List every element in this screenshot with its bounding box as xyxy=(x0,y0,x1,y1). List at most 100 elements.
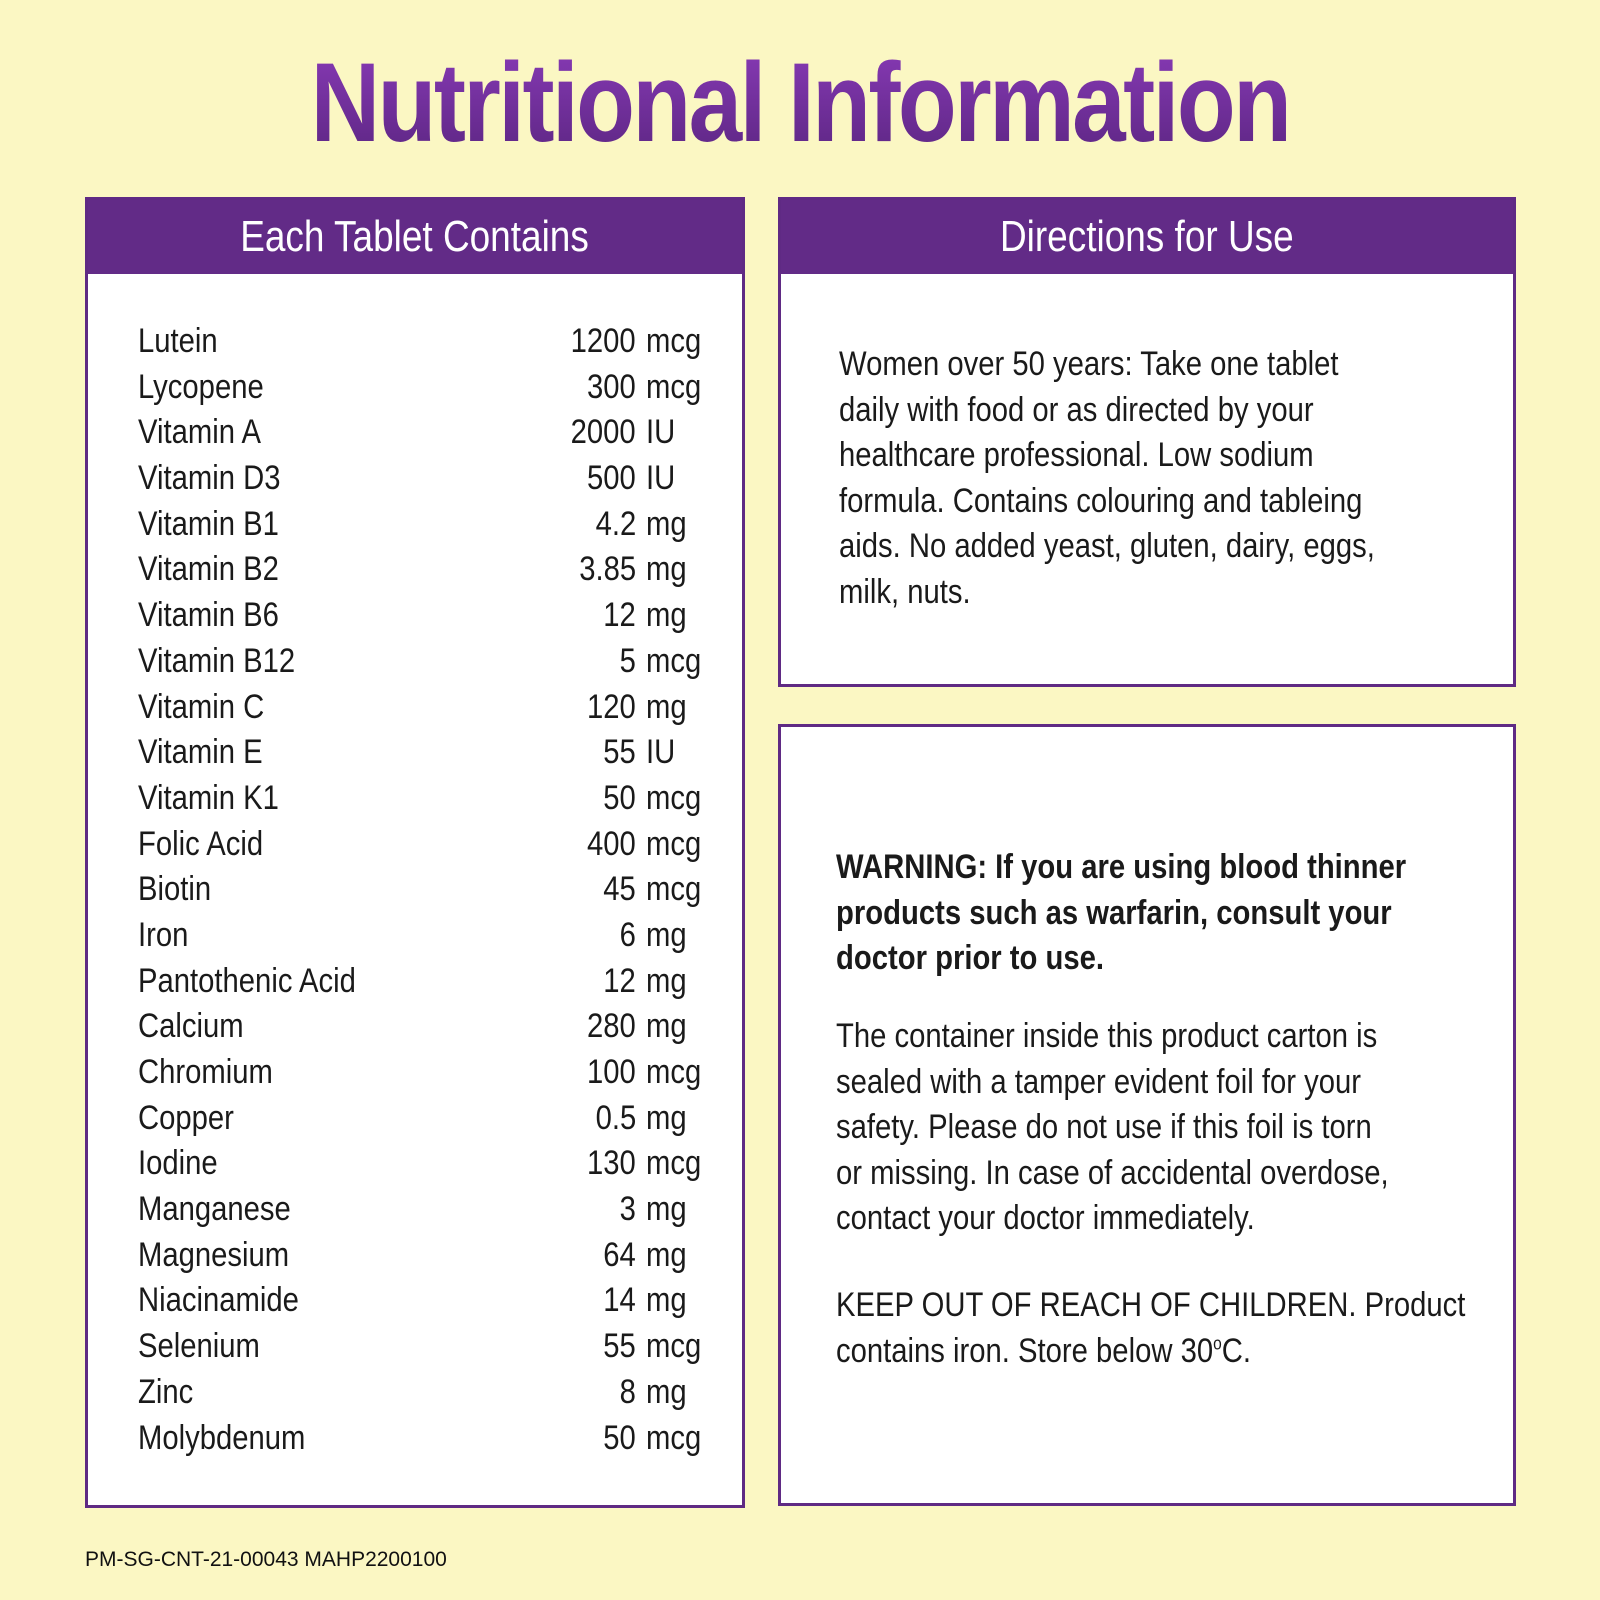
nutrient-name: Magnesium xyxy=(138,1235,290,1274)
nutrient-row: Lycopene 300 mcg xyxy=(138,368,738,414)
nutrient-row: Selenium 55 mcg xyxy=(138,1327,738,1373)
nutrient-unit: mcg xyxy=(646,641,702,680)
nutrient-name: Copper xyxy=(138,1098,234,1137)
nutrient-row: Folic Acid 400 mcg xyxy=(138,825,738,871)
panel-header: Directions for Use xyxy=(781,200,1513,274)
warning-line: doctor prior to use. xyxy=(836,939,1105,977)
nutrient-amount: 8 xyxy=(619,1372,636,1411)
nutrient-unit: IU xyxy=(646,413,676,452)
nutrient-unit: IU xyxy=(646,459,676,498)
nutrient-unit: mg xyxy=(646,961,687,1000)
panel-header-label: Each Tablet Contains xyxy=(240,212,590,261)
nutrient-unit: mg xyxy=(646,504,687,543)
storage-line: KEEP OUT OF REACH OF CHILDREN. Product xyxy=(836,1286,1466,1324)
nutrient-unit: mg xyxy=(646,915,687,954)
nutrient-row: Vitamin B1 4.2 mg xyxy=(138,505,738,551)
nutrient-amount: 500 xyxy=(587,459,636,498)
nutrient-row: Iron 6 mg xyxy=(138,916,738,962)
nutrient-name: Niacinamide xyxy=(138,1281,299,1320)
nutrient-unit: mg xyxy=(646,1098,687,1137)
nutrient-list: Lutein 1200 mcg Lycopene 300 mcg Vitamin A 20… xyxy=(138,322,738,1464)
nutrient-amount: 14 xyxy=(603,1281,636,1320)
nutrient-name: Iron xyxy=(138,915,189,954)
nutrient-amount: 4.2 xyxy=(595,504,636,543)
directions-line: Women over 50 years: Take one tablet xyxy=(839,345,1339,383)
nutrient-row: Vitamin B2 3.85 mg xyxy=(138,550,738,596)
directions-line: healthcare professional. Low sodium xyxy=(839,436,1314,474)
nutrient-row: Vitamin A 2000 IU xyxy=(138,413,738,459)
nutrient-row: Calcium 280 mg xyxy=(138,1007,738,1053)
storage-line-unit: C. xyxy=(1221,1331,1251,1370)
nutrient-unit: mcg xyxy=(646,870,702,909)
nutrient-name: Vitamin D3 xyxy=(138,459,281,498)
nutrient-amount: 0.5 xyxy=(595,1098,636,1137)
nutrient-amount: 64 xyxy=(603,1235,636,1274)
nutrient-name: Molybdenum xyxy=(138,1418,306,1457)
nutrient-name: Vitamin A xyxy=(138,413,261,452)
directions-panel: Directions for Use Women over 50 years: … xyxy=(778,197,1516,687)
nutrient-unit: mcg xyxy=(646,367,702,406)
nutrient-unit: mcg xyxy=(646,1053,702,1091)
nutrient-name: Vitamin B12 xyxy=(138,641,296,680)
nutrient-name: Iodine xyxy=(138,1144,218,1183)
nutrient-row: Manganese 3 mg xyxy=(138,1190,738,1236)
nutrient-row: Niacinamide 14 mg xyxy=(138,1281,738,1327)
nutrient-unit: mcg xyxy=(646,1418,702,1457)
nutrient-row: Copper 0.5 mg xyxy=(138,1099,738,1145)
directions-line: daily with food or as directed by your xyxy=(839,390,1314,429)
degree-symbol: o xyxy=(1213,1333,1222,1354)
nutrient-row: Vitamin B12 5 mcg xyxy=(138,642,738,688)
nutrient-unit: mg xyxy=(646,1281,687,1320)
storage-line-text: contains iron. Store below 30 xyxy=(836,1331,1214,1370)
seal-line: sealed with a tamper evident foil for yo… xyxy=(836,1062,1361,1101)
directions-line: formula. Contains colouring and tableing xyxy=(839,481,1363,520)
footer-code: PM-SG-CNT-21-00043 MAHP2200100 xyxy=(85,1548,447,1571)
nutrient-unit: IU xyxy=(646,733,676,772)
panel-header: Each Tablet Contains xyxy=(88,200,742,274)
nutrient-row: Lutein 1200 mcg xyxy=(138,322,738,368)
nutrient-name: Calcium xyxy=(138,1007,244,1046)
nutrient-amount: 130 xyxy=(587,1144,636,1183)
nutrient-unit: mg xyxy=(646,1372,687,1411)
directions-line: milk, nuts. xyxy=(839,572,971,611)
warning-panel: WARNING: If you are using blood thinner … xyxy=(778,724,1516,1506)
nutrient-amount: 3 xyxy=(619,1190,636,1229)
each-tablet-contains-panel: Each Tablet Contains Lutein 1200 mcg Lycop… xyxy=(85,197,745,1508)
nutrient-row: Chromium 100 mcg xyxy=(138,1053,738,1099)
nutrient-unit: mcg xyxy=(646,1144,702,1183)
nutrient-name: Folic Acid xyxy=(138,824,264,863)
nutrient-row: Vitamin D3 500 IU xyxy=(138,459,738,505)
nutrient-name: Vitamin E xyxy=(138,733,263,772)
nutrient-amount: 300 xyxy=(587,367,636,406)
panel-header-label: Directions for Use xyxy=(1000,212,1294,261)
seal-line: The container inside this product carton… xyxy=(836,1017,1378,1055)
nutrient-name: Pantothenic Acid xyxy=(138,961,356,1000)
nutrient-row: Vitamin C 120 mg xyxy=(138,688,738,734)
nutrient-name: Vitamin B2 xyxy=(138,550,279,589)
seal-line: safety. Please do not use if this foil i… xyxy=(836,1108,1372,1146)
nutrient-amount: 2000 xyxy=(570,413,636,452)
nutrient-name: Vitamin K1 xyxy=(138,778,279,817)
nutrient-row: Biotin 45 mcg xyxy=(138,870,738,916)
nutrient-row: Vitamin E 55 IU xyxy=(138,733,738,779)
storage-line: contains iron. Store below 30oC. xyxy=(836,1329,1524,1375)
nutrient-amount: 55 xyxy=(603,733,636,772)
nutrient-row: Iodine 130 mcg xyxy=(138,1144,738,1190)
nutrient-amount: 1200 xyxy=(570,322,636,360)
nutrient-name: Vitamin C xyxy=(138,687,265,726)
nutrient-row: Zinc 8 mg xyxy=(138,1373,738,1419)
directions-line: aids. No added yeast, gluten, dairy, egg… xyxy=(839,527,1375,565)
nutrient-unit: mg xyxy=(646,596,687,635)
nutrient-name: Lutein xyxy=(138,322,218,360)
nutrient-unit: mcg xyxy=(646,778,702,817)
nutrient-unit: mg xyxy=(646,1235,687,1274)
nutrient-amount: 120 xyxy=(587,687,636,726)
nutrient-amount: 3.85 xyxy=(579,550,636,589)
nutrient-unit: mcg xyxy=(646,322,702,360)
nutrient-unit: mg xyxy=(646,1190,687,1229)
nutrient-name: Zinc xyxy=(138,1372,194,1411)
nutrient-amount: 5 xyxy=(619,641,636,680)
nutrient-row: Vitamin K1 50 mcg xyxy=(138,779,738,825)
nutrient-amount: 12 xyxy=(603,596,636,635)
nutrient-row: Magnesium 64 mg xyxy=(138,1236,738,1282)
